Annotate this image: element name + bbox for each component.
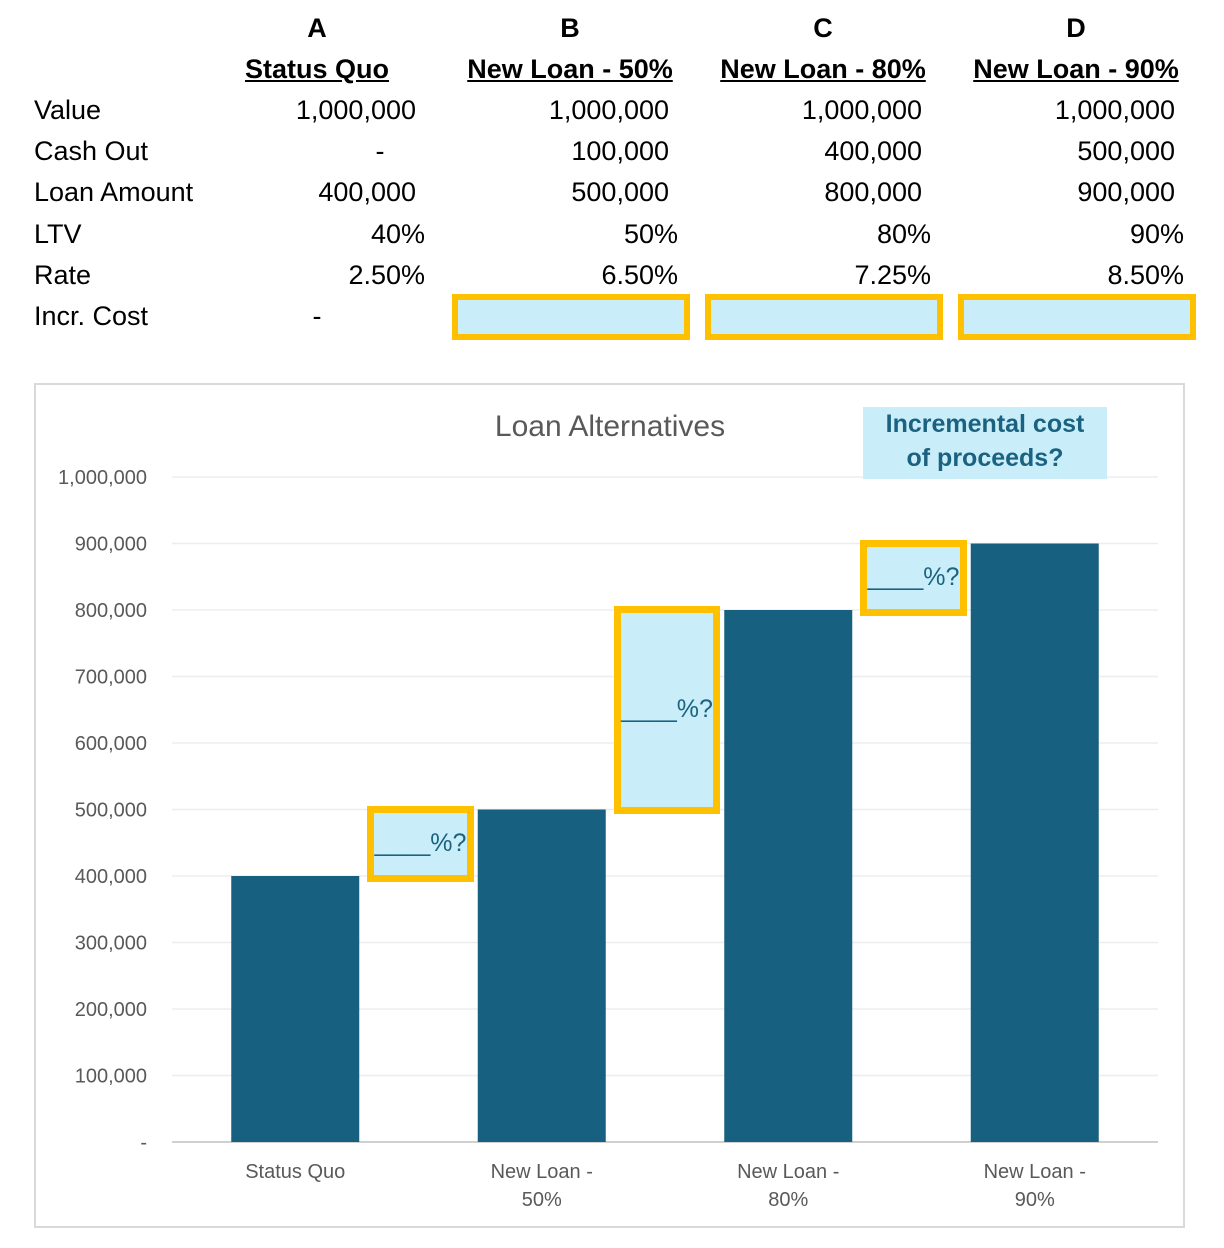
note-line-1: Incremental cost xyxy=(885,410,1085,438)
row-label-ltv: LTV xyxy=(34,219,82,249)
cash-out-b: 100,000 xyxy=(571,136,669,166)
y-tick-label: - xyxy=(140,1132,147,1154)
scenario-header-new-loan-80: New Loan - 80% xyxy=(720,54,926,84)
y-tick-label: 500,000 xyxy=(75,800,147,822)
increment-question-box[interactable]: ____%? xyxy=(613,606,721,814)
y-tick-label: 100,000 xyxy=(75,1066,147,1088)
increment-question-label: ____%? xyxy=(867,563,960,591)
scenario-header-status-quo: Status Quo xyxy=(244,54,389,84)
rate-d: 8.50% xyxy=(1107,260,1184,290)
ltv-b: 50% xyxy=(623,219,678,249)
cash-out-c: 400,000 xyxy=(824,136,922,166)
scenario-header-new-loan-50: New Loan - 50% xyxy=(467,54,673,84)
incr-cost-a: - xyxy=(312,301,322,331)
loan-amount-a: 400,000 xyxy=(318,177,416,207)
rate-c: 7.25% xyxy=(854,260,931,290)
incr-cost-input-c[interactable] xyxy=(705,294,943,340)
x-tick-label: 80% xyxy=(768,1189,808,1211)
incr-cost-input-b[interactable] xyxy=(452,294,690,340)
y-tick-label: 700,000 xyxy=(75,667,147,689)
column-letter-d: D xyxy=(1066,13,1086,43)
row-label-cash-out: Cash Out xyxy=(34,136,149,166)
cash-out-a: - xyxy=(375,136,385,166)
note-line-2: of proceeds? xyxy=(906,444,1064,472)
cash-out-d: 500,000 xyxy=(1077,136,1175,166)
ltv-d: 90% xyxy=(1129,219,1184,249)
incremental-cost-note: Incremental cost of proceeds? xyxy=(863,407,1107,479)
value-a: 1,000,000 xyxy=(295,95,416,125)
x-tick-label: New Loan - xyxy=(491,1161,593,1183)
bar xyxy=(231,876,360,1142)
ltv-c: 80% xyxy=(876,219,931,249)
x-tick-label: New Loan - xyxy=(737,1161,839,1183)
increment-question-label: ____%? xyxy=(374,829,467,857)
increment-question-box[interactable]: ____%? xyxy=(860,539,967,616)
bar xyxy=(970,543,1099,1142)
bar xyxy=(724,610,853,1142)
y-tick-label: 1,000,000 xyxy=(58,467,147,489)
y-tick-label: 300,000 xyxy=(75,933,147,955)
x-tick-label: 50% xyxy=(522,1189,562,1211)
increment-question-label: ____%? xyxy=(621,695,713,724)
rate-b: 6.50% xyxy=(601,260,678,290)
y-tick-label: 600,000 xyxy=(75,733,147,755)
loan-amount-d: 900,000 xyxy=(1077,177,1175,207)
scenario-header-new-loan-90: New Loan - 90% xyxy=(973,54,1179,84)
row-label-incr-cost: Incr. Cost xyxy=(34,301,149,331)
y-tick-label: 400,000 xyxy=(75,866,147,888)
loan-amount-b: 500,000 xyxy=(571,177,669,207)
column-letter-b: B xyxy=(560,13,580,43)
increment-question-box[interactable]: ____%? xyxy=(367,805,474,882)
incr-cost-input-d[interactable] xyxy=(958,294,1196,340)
column-letter-c: C xyxy=(813,13,833,43)
chart-title: Loan Alternatives xyxy=(495,410,725,443)
row-label-value: Value xyxy=(34,95,102,125)
column-letter-a: A xyxy=(307,13,327,43)
row-label-loan-amount: Loan Amount xyxy=(34,177,194,207)
y-tick-label: 900,000 xyxy=(75,534,147,556)
row-label-rate: Rate xyxy=(34,260,92,290)
value-c: 1,000,000 xyxy=(801,95,922,125)
rate-a: 2.50% xyxy=(348,260,425,290)
x-tick-label: Status Quo xyxy=(245,1161,345,1183)
loan-amount-c: 800,000 xyxy=(824,177,922,207)
x-tick-label: New Loan - xyxy=(984,1161,1086,1183)
bar xyxy=(477,809,606,1142)
loan-comparison-table: A B C D Status Quo New Loan - 50% New Lo… xyxy=(0,0,1224,350)
y-tick-label: 200,000 xyxy=(75,999,147,1021)
value-b: 1,000,000 xyxy=(548,95,669,125)
y-tick-label: 800,000 xyxy=(75,600,147,622)
ltv-a: 40% xyxy=(370,219,425,249)
value-d: 1,000,000 xyxy=(1054,95,1175,125)
x-tick-label: 90% xyxy=(1015,1189,1055,1211)
